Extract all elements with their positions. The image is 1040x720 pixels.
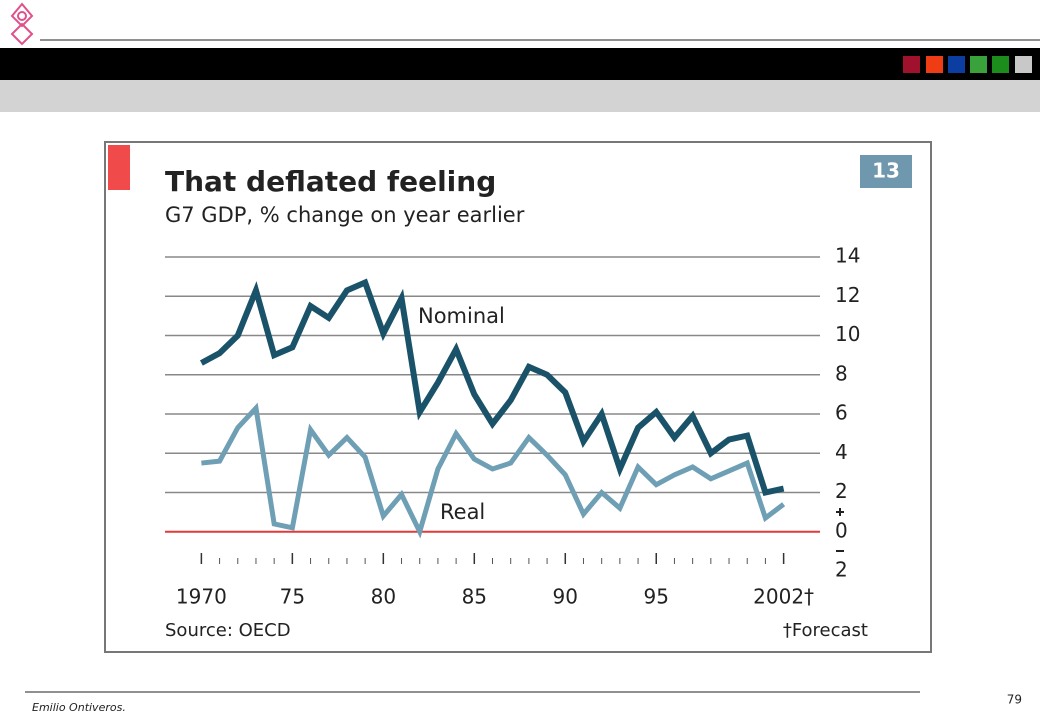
red-tab: [108, 145, 130, 190]
header-bar: [0, 48, 1040, 80]
y-tick-label: 0: [835, 518, 848, 542]
x-tick-label: 1970: [176, 585, 227, 609]
chart-title: That deflated feeling: [165, 165, 496, 198]
x-tick-label: 90: [553, 585, 578, 609]
y-tick-label: 12: [835, 283, 860, 307]
x-tick-label: 80: [371, 585, 396, 609]
series-line: [199, 278, 785, 497]
note: †Forecast: [783, 620, 868, 641]
y-tick-label: 4: [835, 440, 848, 464]
badge: 13: [872, 159, 900, 183]
chart-frame: [104, 141, 932, 653]
x-tick-label: 2002†: [753, 585, 814, 609]
y-tick-label: 2: [835, 558, 848, 582]
x-tick-label: 95: [644, 585, 669, 609]
y-tick-label: 2: [835, 479, 848, 503]
header-subbar: [0, 80, 1040, 112]
y-tick-label: 14: [835, 244, 860, 268]
series-line: [201, 402, 786, 539]
page-number: 79: [1007, 693, 1022, 707]
color-squares: [903, 56, 1032, 73]
source: Source: OECD: [165, 620, 291, 641]
x-tick-label: 85: [462, 585, 487, 609]
y-tick-label: 10: [835, 322, 860, 346]
y-tick-label: 6: [835, 401, 848, 425]
sign-markers: [836, 508, 844, 552]
y-tick-label: 8: [835, 361, 848, 385]
badge-box: [860, 155, 912, 188]
footer-author: Emilio Ontiveros.: [32, 701, 126, 714]
x-tick-label: 75: [280, 585, 305, 609]
series-label: Nominal: [418, 304, 505, 328]
chart-subtitle: G7 GDP, % change on year earlier: [165, 203, 525, 227]
logo: [10, 2, 34, 46]
series-label: Real: [440, 500, 485, 524]
